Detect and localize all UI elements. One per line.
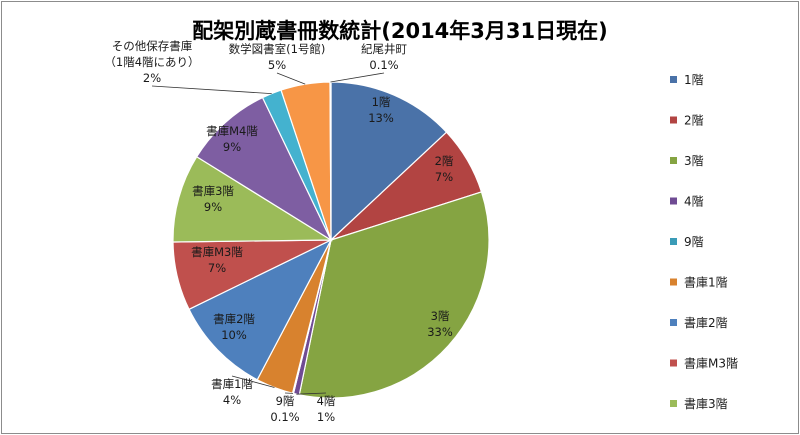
data-label-1: 2階 7% [435, 154, 454, 184]
legend-label-3: 4階 [684, 194, 704, 209]
legend-label-8: 書庫3階 [684, 396, 728, 411]
data-label-9: 書庫M4階 9% [206, 124, 258, 154]
slice-2 [298, 191, 490, 399]
leader-line-11 [276, 72, 306, 85]
legend-swatch-5 [670, 278, 677, 286]
legend-label-7: 書庫M3階 [684, 356, 738, 371]
legend-label-1: 2階 [684, 113, 704, 128]
legend-label-6: 書庫2階 [684, 315, 728, 330]
data-label-5: 書庫1階 4% [211, 377, 253, 407]
data-label-10: その他保存書庫（1階4階にあり） 2% [104, 39, 199, 85]
legend-swatch-8 [670, 400, 677, 407]
slice-9 [195, 96, 333, 242]
leader-line-3 [296, 392, 327, 395]
leader-line-12 [330, 72, 385, 83]
legend-swatch-2 [670, 157, 677, 164]
data-label-2: 3階 33% [427, 309, 453, 339]
legend-swatch-4 [670, 238, 677, 245]
legend-swatch-3 [670, 197, 677, 205]
data-label-3: 4階 1% [317, 394, 336, 424]
data-label-11: 数学図書室(1号館) 5% [229, 42, 326, 72]
leader-line-10 [151, 85, 272, 94]
data-label-6: 書庫2階 10% [213, 312, 255, 342]
data-label-12: 紀尾井町 0.1% [361, 42, 407, 72]
slice-0 [330, 81, 448, 242]
legend-label-0: 1階 [684, 72, 704, 87]
leader-line-5 [231, 375, 275, 388]
data-label-0: 1階 13% [368, 95, 394, 125]
slice-8 [172, 155, 334, 243]
legend-swatch-6 [670, 319, 677, 326]
slice-6 [188, 238, 333, 381]
chart-title: 配架別蔵書冊数統計(2014年3月31日現在) [192, 19, 607, 43]
legend-swatch-7 [670, 359, 677, 367]
legend-label-5: 書庫1階 [684, 275, 728, 290]
legend-swatch-1 [670, 116, 677, 124]
data-label-7: 書庫M3階 7% [191, 245, 243, 275]
legend-label-4: 9階 [684, 234, 704, 249]
legend-swatch-0 [670, 76, 677, 83]
legend-label-2: 3階 [684, 153, 704, 168]
data-label-4: 9階 0.1% [270, 394, 299, 424]
data-label-8: 書庫3階 9% [192, 184, 234, 214]
